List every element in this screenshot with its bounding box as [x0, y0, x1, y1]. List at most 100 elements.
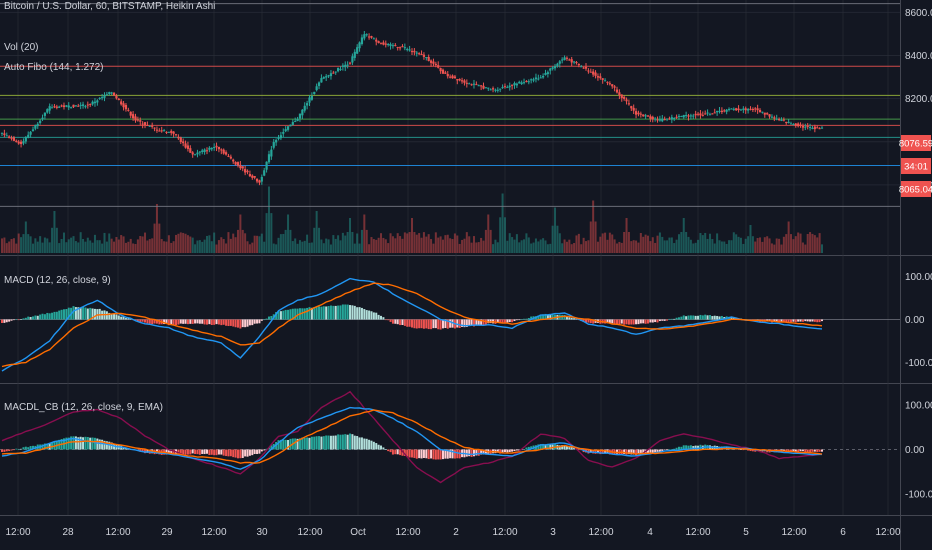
candle-body — [685, 115, 688, 117]
candle-body — [258, 180, 261, 183]
volume-bar — [587, 240, 590, 253]
histogram-bar — [809, 449, 812, 452]
histogram-bar — [813, 449, 816, 452]
volume-bar — [408, 232, 411, 253]
volume-bar — [582, 237, 585, 253]
volume-bar — [699, 232, 702, 253]
candle-body — [334, 71, 337, 73]
histogram-bar — [568, 317, 571, 320]
candle-body — [675, 116, 678, 118]
volume-bar — [444, 235, 447, 253]
volume-bar — [394, 238, 397, 253]
histogram-bar — [368, 439, 371, 450]
candle-body — [277, 137, 280, 140]
volume-bar — [213, 232, 216, 253]
candle-body — [699, 113, 702, 116]
macd-cb-pane-title[interactable]: MACDL_CB (12, 26, close, 9, EMA) — [4, 402, 163, 413]
volume-indicator-label[interactable]: Vol (20) — [4, 42, 39, 53]
volume-bar — [146, 240, 149, 253]
time-axis-tick-label: 6 — [840, 527, 846, 538]
volume-bar — [763, 237, 766, 253]
macd-pane-title[interactable]: MACD (12, 26, close, 9) — [4, 275, 111, 286]
histogram-bar — [256, 319, 259, 324]
histogram-bar — [430, 449, 433, 459]
volume-bar — [291, 241, 294, 253]
candle-body — [224, 152, 228, 155]
volume-bar — [639, 233, 642, 253]
histogram-bar — [666, 319, 669, 321]
histogram-bar — [520, 319, 523, 321]
histogram-bar — [189, 449, 192, 455]
histogram-bar — [24, 317, 27, 320]
volume-bar — [508, 233, 511, 253]
candle-body — [108, 92, 111, 94]
volume-bar — [644, 234, 647, 253]
candle-body — [737, 108, 740, 111]
candle-body — [217, 146, 221, 150]
histogram-bar — [122, 316, 125, 320]
candle-body — [239, 164, 242, 169]
volume-bar — [258, 236, 261, 253]
histogram-bar — [198, 319, 201, 324]
candle-body — [282, 132, 285, 134]
candle-body — [391, 45, 395, 47]
histogram-bar — [210, 319, 213, 325]
volume-bar — [182, 232, 185, 253]
histogram-bar — [303, 437, 306, 450]
histogram-bar — [251, 449, 254, 456]
histogram-bar — [91, 308, 94, 320]
volume-bar — [382, 237, 385, 253]
histogram-bar — [186, 319, 189, 325]
candle-body — [513, 83, 516, 86]
price-axis-tick-label: 8400.00 — [905, 51, 932, 62]
volume-bar — [406, 233, 409, 253]
histogram-bar — [375, 443, 378, 450]
auto-fibo-label[interactable]: Auto Fibo (144, 1.272) — [4, 62, 104, 73]
candle-body — [174, 134, 178, 136]
histogram-bar — [627, 449, 630, 455]
candle-body — [446, 74, 449, 77]
histogram-bar — [611, 319, 614, 324]
candle-body — [260, 176, 263, 182]
volume-bar — [515, 234, 518, 253]
volume-bar — [380, 233, 383, 253]
histogram-bar — [408, 319, 411, 327]
histogram-bar — [637, 449, 640, 455]
volume-bar — [663, 240, 666, 253]
histogram-bar — [370, 311, 373, 320]
histogram-bar — [17, 448, 20, 450]
histogram-bar — [289, 309, 292, 320]
histogram-bar — [699, 444, 702, 450]
histogram-bar — [661, 449, 664, 452]
histogram-bar — [663, 319, 666, 321]
volume-bar — [706, 238, 709, 253]
volume-bar — [93, 234, 96, 253]
histogram-bar — [446, 449, 449, 459]
candle-body — [232, 159, 235, 162]
histogram-bar — [677, 446, 680, 450]
histogram-bar — [105, 441, 108, 450]
volume-bar — [494, 239, 497, 253]
histogram-bar — [649, 319, 652, 323]
volume-bar — [766, 236, 769, 253]
histogram-bar — [358, 437, 361, 450]
candle-body — [12, 137, 16, 141]
candle-body — [286, 126, 290, 130]
candle-body — [165, 131, 168, 133]
histogram-bar — [175, 319, 178, 325]
histogram-bar — [511, 449, 514, 452]
volume-bar — [651, 237, 654, 253]
histogram-bar — [248, 319, 251, 326]
candle-body — [739, 109, 743, 111]
histogram-bar — [813, 319, 816, 322]
candle-body — [272, 142, 275, 148]
candle-body — [780, 119, 783, 121]
volume-bar — [277, 237, 280, 253]
histogram-bar — [310, 436, 313, 450]
histogram-bar — [623, 449, 626, 454]
candle-body — [706, 112, 709, 114]
histogram-bar — [194, 319, 197, 324]
volume-bar — [127, 241, 130, 253]
histogram-bar — [632, 319, 635, 325]
